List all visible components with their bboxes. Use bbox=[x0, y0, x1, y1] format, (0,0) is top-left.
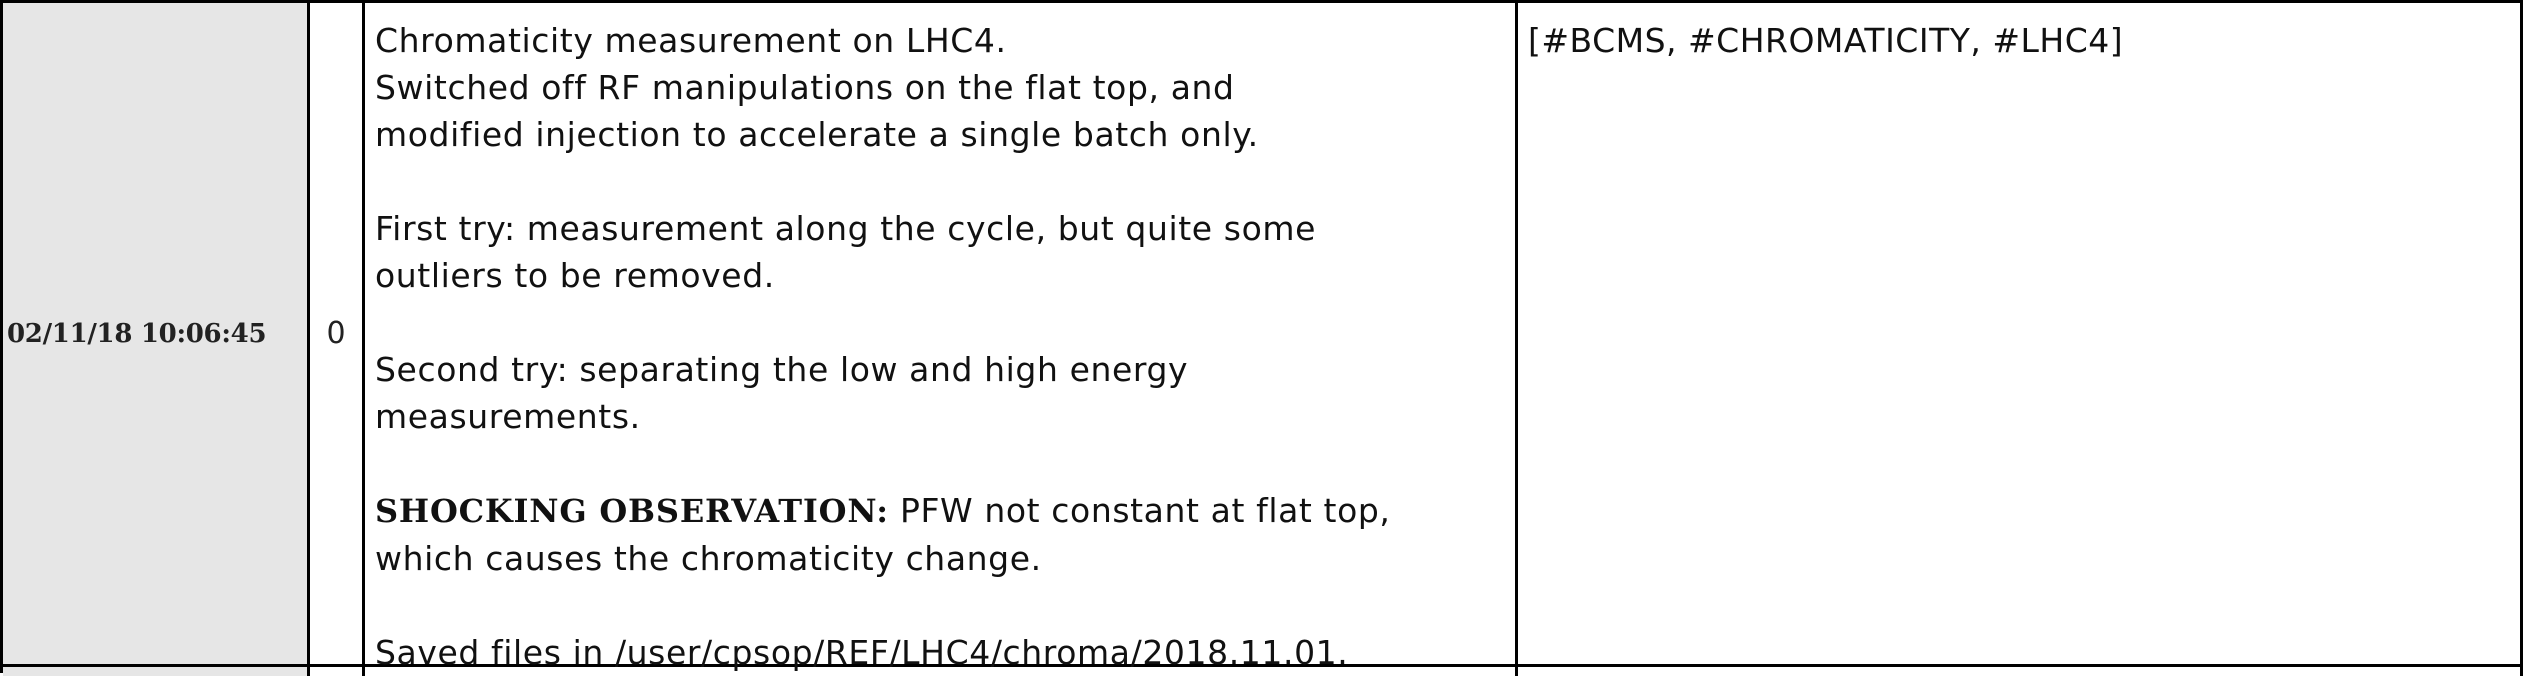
comment-line: measurements. bbox=[375, 397, 641, 436]
entry-tags: [#BCMS, #CHROMATICITY, #LHC4] bbox=[1528, 21, 2124, 60]
tags-cell: [#BCMS, #CHROMATICITY, #LHC4] bbox=[1518, 3, 2523, 667]
next-row-strip bbox=[3, 667, 2523, 676]
comment-line: which causes the chromaticity change. bbox=[375, 539, 1042, 578]
paragraph-gap bbox=[375, 158, 1515, 205]
comment-line-saved-files: Saved files in /user/cpsop/REF/LHC4/chro… bbox=[375, 633, 1349, 672]
comment-line: Chromaticity measurement on LHC4. bbox=[375, 21, 1007, 60]
comment-line: Switched off RF manipulations on the fla… bbox=[375, 68, 1235, 107]
next-row-comment-cell bbox=[365, 667, 1518, 676]
entry-comment: Chromaticity measurement on LHC4. Switch… bbox=[375, 17, 1515, 676]
paragraph-gap bbox=[375, 440, 1515, 487]
comment-line: outliers to be removed. bbox=[375, 256, 775, 295]
next-row-tags-cell bbox=[1518, 667, 2523, 676]
comment-line: modified injection to accelerate a singl… bbox=[375, 115, 1259, 154]
logbook-entry-row: 02/11/18 10:06:45 0 Chromaticity measure… bbox=[3, 3, 2523, 672]
timestamp-cell: 02/11/18 10:06:45 bbox=[3, 3, 310, 667]
comment-cell: Chromaticity measurement on LHC4. Switch… bbox=[365, 3, 1518, 672]
paragraph-gap bbox=[375, 299, 1515, 346]
paragraph-gap bbox=[375, 582, 1515, 629]
next-row-time-cell bbox=[3, 667, 310, 676]
comment-line: Second try: separating the low and high … bbox=[375, 350, 1189, 389]
entry-timestamp: 02/11/18 10:06:45 bbox=[7, 318, 267, 349]
comment-line-observation: SHOCKING OBSERVATION: PFW not constant a… bbox=[375, 487, 1515, 535]
observation-label: SHOCKING OBSERVATION: bbox=[375, 492, 889, 530]
next-row-attach-cell bbox=[310, 667, 365, 676]
attachment-cell[interactable]: 0 bbox=[310, 3, 365, 667]
comment-line: First try: measurement along the cycle, … bbox=[375, 209, 1317, 248]
paperclip-icon[interactable]: 0 bbox=[326, 315, 346, 351]
observation-text: PFW not constant at flat top, bbox=[888, 491, 1391, 530]
